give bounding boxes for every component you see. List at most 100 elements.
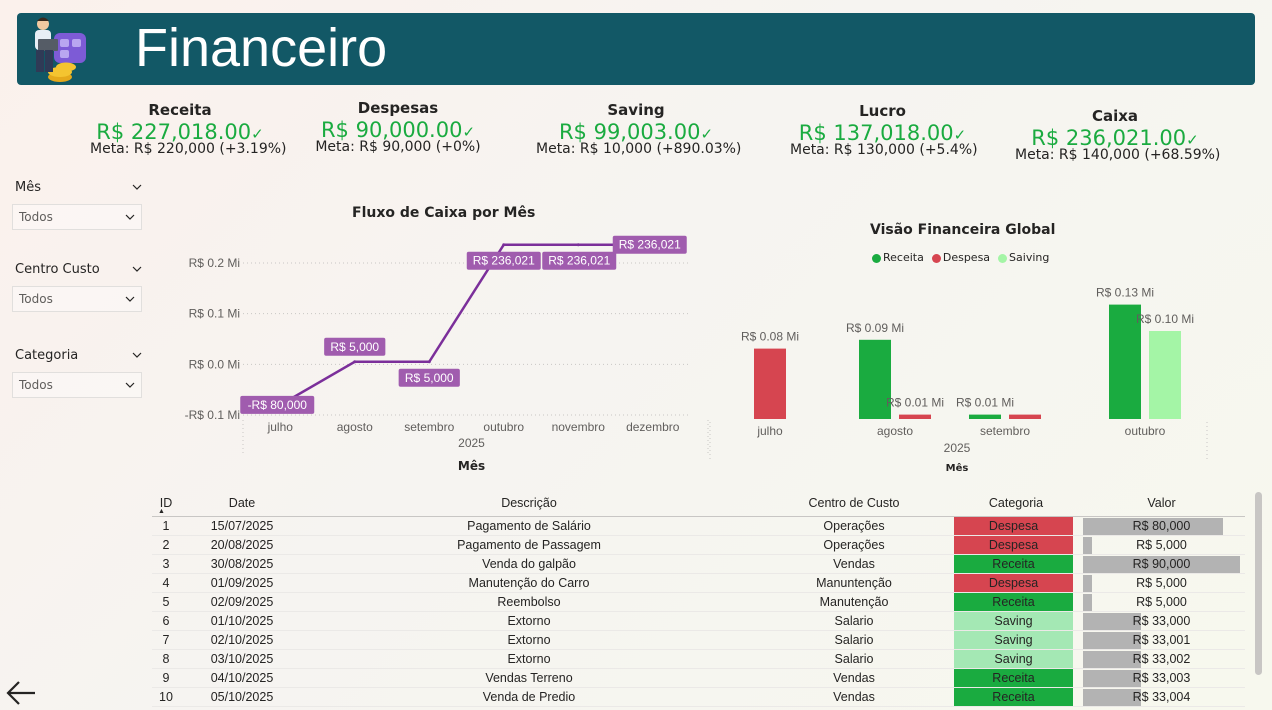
slicer-dropdown[interactable]: Todos [12,372,142,398]
data-label: R$ 236,021 [619,238,681,252]
series-line[interactable] [279,243,653,406]
table-row[interactable]: 2 20/08/2025 Pagamento de Passagem Operaçõe… [152,535,1245,555]
cell-descricao: Venda de Predio [304,687,754,707]
value-databar [1083,612,1141,630]
category-badge: Despesa [954,573,1073,592]
value-text: R$ 33,001 [1132,632,1191,647]
cell-categoria: Saving [954,649,1078,669]
cell-id: 4 [152,573,180,593]
slicer-mes[interactable]: Mês Todos [12,178,142,230]
col-header-centro-custo[interactable]: Centro de Custo [754,490,954,517]
chevron-down-icon[interactable] [132,350,142,360]
slicer-centro-custo[interactable]: Centro Custo Todos [12,260,142,312]
col-header-categoria[interactable]: Categoria [954,490,1078,517]
table-row[interactable]: 5 02/09/2025 Reembolso Manutenção Receita R$ … [152,592,1245,612]
y-tick-label: -R$ 0.1 Mi [185,408,240,422]
table-scrollbar[interactable] [1255,492,1262,675]
bar-receita[interactable] [1109,304,1141,419]
value-text: R$ 5,000 [1136,537,1187,552]
bar-despesa[interactable] [899,414,931,419]
page-title: Financeiro [135,18,388,78]
cell-id: 10 [152,687,180,707]
kpi-caixa: Caixa R$ 236,021.00✓ Meta: R$ 140,000 (+… [1015,107,1221,163]
table-row[interactable]: 9 04/10/2025 Vendas Terreno Vendas Receita R$… [152,668,1245,688]
value-databar [1083,555,1240,573]
x-axis-title: Mês [946,462,969,474]
chevron-down-icon[interactable] [132,264,142,274]
slicer-header[interactable]: Mês [12,178,142,196]
cash-flow-line-chart[interactable]: R$ 0.2 Mi R$ 0.1 Mi R$ 0.0 Mi -R$ 0.1 Mi jul… [180,225,710,480]
kpi-value: R$ 90,000.00✓ [320,118,476,142]
cell-centro-custo: Salario [754,630,954,650]
check-icon: ✓ [953,126,967,144]
value-text: R$ 33,002 [1132,651,1191,666]
bar-receita[interactable] [859,339,891,419]
check-icon: ✓ [700,125,714,143]
slicer-label: Centro Custo [15,261,100,277]
data-point[interactable] [353,360,357,364]
table-row[interactable]: 7 02/10/2025 Extorno Salario Saving R$ 33,001 [152,630,1245,650]
table-row[interactable]: 6 01/10/2025 Extorno Salario Saving R$ 33,000 [152,611,1245,631]
table-row[interactable]: 4 01/09/2025 Manutenção do Carro Manuntençã… [152,573,1245,593]
slicer-header[interactable]: Centro Custo [12,260,142,278]
data-point[interactable] [427,360,431,364]
legend-item-receita[interactable]: Receita [872,251,924,264]
chevron-down-icon[interactable] [125,212,135,222]
cell-categoria: Despesa [954,573,1078,593]
bar-despesa[interactable] [1009,414,1041,419]
table-row[interactable]: 3 30/08/2025 Venda do galpão Vendas Receita R… [152,554,1245,574]
cell-valor: R$ 33,003 [1078,668,1245,688]
bar-despesa[interactable] [754,348,786,419]
slicer-dropdown[interactable]: Todos [12,204,142,230]
y-tick-label: R$ 0.1 Mi [189,307,240,321]
col-header-valor[interactable]: Valor [1078,490,1245,517]
legend-item-despesa[interactable]: Despesa [931,251,990,264]
sort-asc-icon[interactable]: ▲ [158,507,165,515]
col-header-descricao[interactable]: Descrição [304,490,754,517]
kpi-meta: Meta: R$ 140,000 (+68.59%) [1015,147,1221,163]
chevron-down-icon[interactable] [132,182,142,192]
cell-centro-custo: Vendas [754,668,954,688]
data-label-bg [324,337,386,356]
kpi-receita: Receita R$ 227,018.00✓ Meta: R$ 220,000 … [90,101,287,157]
cell-date: 03/10/2025 [180,649,304,669]
slicer-label: Mês [15,179,41,195]
col-header-date[interactable]: Date [180,490,304,517]
data-point[interactable] [502,243,506,247]
bar-saiving[interactable] [1149,331,1181,419]
slicer-value: Todos [19,292,53,306]
cell-descricao: Manutenção do Carro [304,573,754,593]
cell-descricao: Pagamento de Salário [304,516,754,536]
header-banner: Financeiro [17,13,1255,85]
chevron-down-icon[interactable] [125,380,135,390]
cell-descricao: Vendas Terreno [304,668,754,688]
check-icon: ✓ [462,123,476,141]
table-row[interactable]: 8 03/10/2025 Extorno Salario Saving R$ 33,002 [152,649,1245,669]
category-badge: Receita [954,687,1073,706]
legend-item-saving[interactable]: Saiving [998,251,1049,264]
value-databar [1083,536,1092,554]
category-badge: Receita [954,592,1073,611]
col-header-id[interactable]: ID ▲ [152,490,180,517]
back-arrow-icon[interactable] [5,678,37,708]
slicer-dropdown[interactable]: Todos [12,286,142,312]
cell-valor: R$ 5,000 [1078,573,1245,593]
data-point[interactable] [576,243,580,247]
data-label: R$ 5,000 [405,371,454,385]
data-label-bg [612,235,687,254]
slicer-header[interactable]: Categoria [12,346,142,364]
table-row[interactable]: 10 05/10/2025 Venda de Predio Vendas Receita… [152,687,1245,707]
data-label: R$ 5,000 [330,340,379,354]
cell-date: 20/08/2025 [180,535,304,555]
table-row[interactable]: 1 15/07/2025 Pagamento de Salário Operações… [152,516,1245,536]
x-tick-label: setembro [404,420,454,434]
kpi-value: R$ 236,021.00✓ [1031,126,1199,150]
x-tick-label: dezembro [626,420,680,434]
category-badge: Saving [954,611,1073,630]
category-badge: Receita [954,668,1073,687]
slicer-categoria[interactable]: Categoria Todos [12,346,142,398]
chevron-down-icon[interactable] [125,294,135,304]
bar-receita[interactable] [969,414,1001,419]
financial-overview-bar-chart[interactable]: R$ 0.08 Mi julho R$ 0.09 Mi R$ 0.01 Mi agost… [705,270,1225,480]
kpi-value: R$ 227,018.00✓ [96,120,264,144]
